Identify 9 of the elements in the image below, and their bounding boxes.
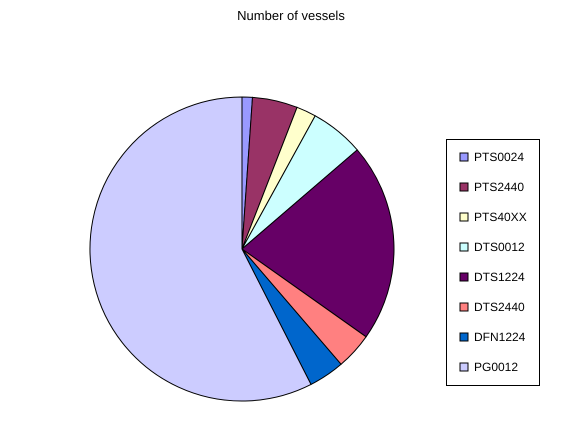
chart-title: Number of vessels [237,8,346,23]
legend-label: DTS1224 [474,270,526,284]
legend-label: PTS40XX [474,210,527,224]
legend-label: PG0012 [474,360,518,374]
legend-label: PTS0024 [474,150,524,164]
legend-label: DTS2440 [474,300,526,314]
legend-label: DTS0012 [474,240,526,254]
legend-label: DFN1224 [474,330,526,344]
legend-label: PTS2440 [474,180,524,194]
